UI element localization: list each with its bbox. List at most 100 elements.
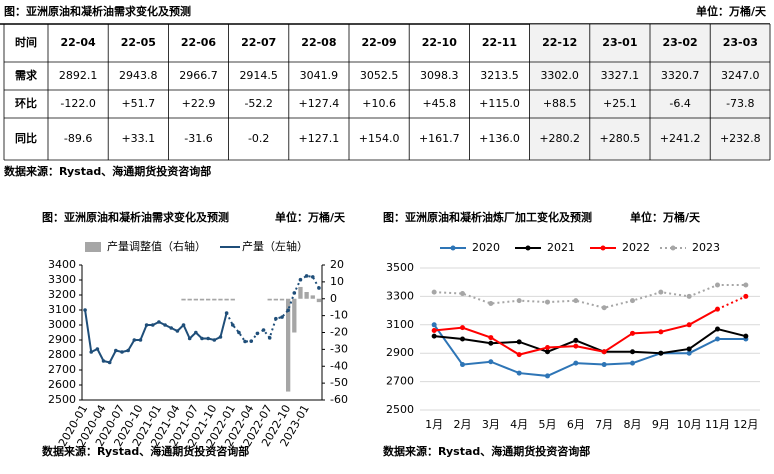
x-tick-label: 12月: [733, 418, 758, 431]
point: [89, 350, 94, 354]
point: [686, 322, 692, 328]
point: [488, 340, 494, 346]
table-cell: +45.8: [422, 97, 456, 110]
table-cell: +22.9: [182, 97, 216, 110]
table-cell: +115.0: [479, 97, 520, 110]
point: [157, 320, 161, 324]
point: [114, 348, 118, 353]
point: [280, 315, 284, 319]
chart-title: 图：亚洲原油和凝析油需求变化及预测: [42, 210, 229, 224]
table-cell: +127.4: [299, 97, 340, 110]
y-tick-label: 2600: [48, 378, 76, 391]
point: [237, 330, 241, 335]
point: [194, 330, 198, 335]
point: [95, 347, 100, 351]
point: [274, 316, 278, 321]
bar: [316, 298, 322, 303]
table-cell: 2943.8: [119, 69, 158, 82]
point: [516, 370, 522, 376]
chart-source: 数据来源：Rystad、海通期货投资咨询部: [42, 444, 249, 458]
point: [686, 293, 692, 299]
y-tick-label: 2500: [386, 403, 414, 416]
table-cell: -122.0: [60, 97, 95, 110]
legend-label: 产量（左轴）: [242, 239, 308, 253]
bar: [279, 298, 285, 301]
header-cell: 22-05: [121, 36, 156, 49]
point: [175, 329, 180, 333]
point: [573, 360, 579, 366]
legend-label: 2023: [692, 241, 720, 254]
point: [460, 291, 465, 297]
table-cell: -73.8: [726, 97, 754, 110]
table-cell: 3213.5: [480, 69, 519, 82]
point: [218, 335, 223, 339]
bar: [212, 298, 217, 301]
y-tick-label: 2700: [386, 375, 414, 388]
header-cell: 22-11: [482, 36, 517, 49]
table-cell: +232.8: [720, 132, 761, 145]
table-unit: 单位：万桶/天: [696, 4, 767, 18]
y2-tick-label: -50: [330, 376, 348, 389]
bar: [206, 298, 211, 301]
forecast-shade: [710, 24, 771, 160]
y2-tick-label: -20: [330, 326, 348, 339]
point: [545, 299, 550, 305]
legend-marker: [525, 245, 531, 251]
legend-label: 产量调整值（右轴）: [107, 239, 206, 253]
point: [144, 323, 149, 327]
bar: [199, 298, 205, 301]
point: [163, 323, 167, 327]
point: [460, 336, 465, 342]
legend-swatch: [85, 242, 101, 252]
point: [715, 282, 720, 288]
y2-tick-label: -30: [330, 342, 348, 355]
table-cell: +25.1: [603, 97, 637, 110]
point: [601, 349, 607, 355]
header-cell: 23-02: [663, 36, 698, 49]
point: [310, 275, 315, 279]
table-cell: 3052.5: [360, 69, 399, 82]
y-tick-label: 2900: [386, 346, 414, 359]
point: [658, 329, 664, 335]
point: [230, 323, 235, 327]
table-cell: +161.7: [419, 132, 460, 145]
point: [431, 322, 437, 328]
table-cell: -52.2: [244, 97, 272, 110]
point: [658, 350, 664, 356]
point: [261, 328, 266, 332]
bar: [230, 298, 235, 301]
bar: [267, 298, 272, 301]
y-tick-label: 3300: [386, 289, 414, 302]
point: [715, 336, 720, 342]
x-tick-label: 8月: [624, 418, 642, 431]
table-cell: +88.5: [543, 97, 577, 110]
bar: [187, 298, 192, 301]
bar: [273, 298, 278, 301]
point: [715, 326, 720, 332]
table-cell: -6.4: [669, 97, 690, 110]
x-tick-label: 4月: [510, 418, 528, 431]
legend-label: 2020: [472, 241, 500, 254]
point: [658, 289, 664, 295]
point: [243, 339, 247, 344]
bar: [193, 298, 198, 301]
line: [434, 284, 746, 309]
point: [120, 350, 124, 354]
row-label: 需求: [15, 68, 38, 82]
y-tick-label: 3300: [48, 273, 76, 286]
point: [601, 362, 607, 368]
point: [630, 360, 635, 366]
point: [317, 286, 321, 290]
y-tick-label: 3400: [48, 258, 76, 271]
point: [431, 289, 437, 295]
chart-source: 数据来源：Rystad、海通期货投资咨询部: [383, 444, 590, 458]
header-cell: 时间: [15, 35, 37, 49]
point: [743, 282, 749, 288]
row-label: 环比: [15, 96, 37, 110]
x-tick-label: 9月: [652, 418, 670, 431]
legend-marker: [600, 245, 606, 251]
legend-marker: [450, 245, 456, 251]
table-cell: 2914.5: [239, 69, 278, 82]
legend-label: 2021: [547, 241, 575, 254]
